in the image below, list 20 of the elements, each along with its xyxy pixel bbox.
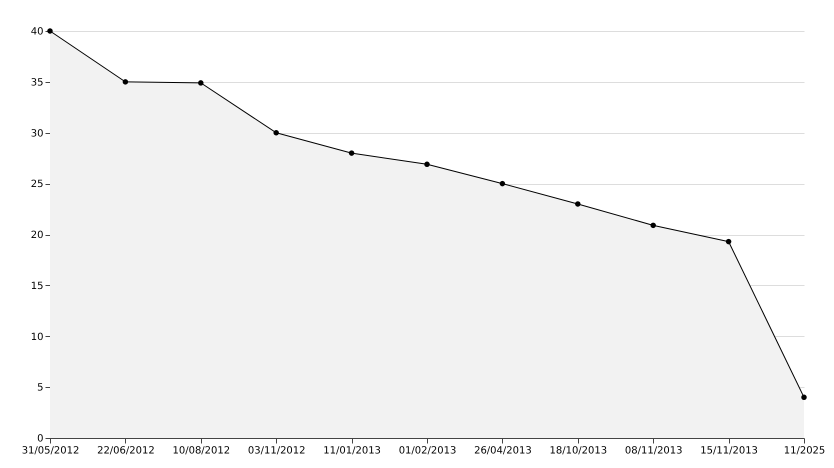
y-tick-label: 20: [30, 230, 44, 241]
x-tick-label: 31/05/2012: [22, 446, 80, 456]
y-tick-label: 15: [30, 280, 44, 292]
x-tick-label: 26/04/2013: [474, 446, 532, 456]
y-tick-label: 10: [30, 332, 44, 343]
y-tick-label: 40: [30, 26, 44, 38]
y-tick-label: 5: [37, 382, 44, 394]
x-tick-label: 03/11/2012: [248, 446, 306, 456]
y-tick-label: 25: [30, 179, 44, 190]
x-tick-label: 11/2025: [784, 446, 826, 456]
y-tick-label: 0: [37, 434, 44, 444]
x-tick-label: 10/08/2012: [172, 446, 230, 456]
y-tick-label: 30: [30, 128, 44, 140]
x-tick-label: 15/11/2013: [700, 446, 758, 456]
x-tick-label: 08/11/2013: [624, 446, 683, 456]
x-tick-label: 22/06/2012: [97, 446, 155, 456]
x-tick-label: 11/01/2013: [323, 446, 381, 456]
x-tick-label: 01/02/2013: [398, 446, 456, 456]
x-tick-label: 18/10/2013: [549, 446, 608, 456]
y-tick-label: 35: [30, 77, 44, 88]
